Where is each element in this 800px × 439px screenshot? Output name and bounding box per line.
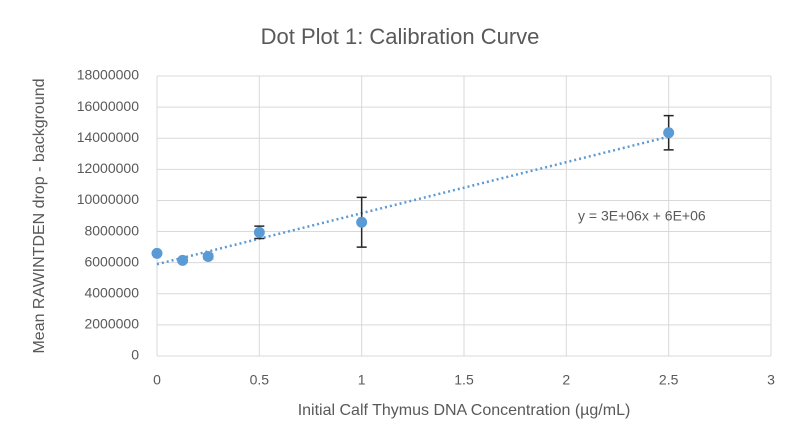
x-tick-label: 1.5 (454, 372, 474, 388)
y-tick-label: 0 (131, 347, 139, 363)
y-tick-label: 6000000 (84, 253, 139, 269)
y-tick-label: 2000000 (84, 316, 139, 332)
data-point (253, 226, 265, 238)
data-point (202, 250, 214, 262)
data-point (151, 247, 163, 259)
x-tick-label: 3 (767, 372, 775, 388)
y-tick-label: 14000000 (77, 129, 140, 145)
data-point (663, 127, 675, 139)
y-tick-label: 16000000 (77, 98, 140, 114)
trendline-label: y = 3E+06x + 6E+06 (578, 208, 706, 224)
y-tick-label: 18000000 (77, 67, 140, 83)
x-tick-label: 2 (562, 372, 570, 388)
y-tick-label: 4000000 (84, 284, 139, 300)
data-point (356, 216, 368, 228)
y-tick-label: 12000000 (77, 160, 140, 176)
x-tick-label: 2.5 (659, 372, 679, 388)
x-tick-label: 1 (358, 372, 366, 388)
data-point (177, 254, 189, 266)
chart-title: Dot Plot 1: Calibration Curve (261, 24, 540, 49)
x-axis-title: Initial Calf Thymus DNA Concentration (µ… (298, 402, 631, 419)
y-axis-title: Mean RAWINTDEN drop - background (31, 78, 48, 353)
x-tick-label: 0.5 (250, 372, 270, 388)
x-tick-label: 0 (153, 372, 161, 388)
y-tick-label: 8000000 (84, 222, 139, 238)
y-tick-label: 10000000 (77, 191, 140, 207)
